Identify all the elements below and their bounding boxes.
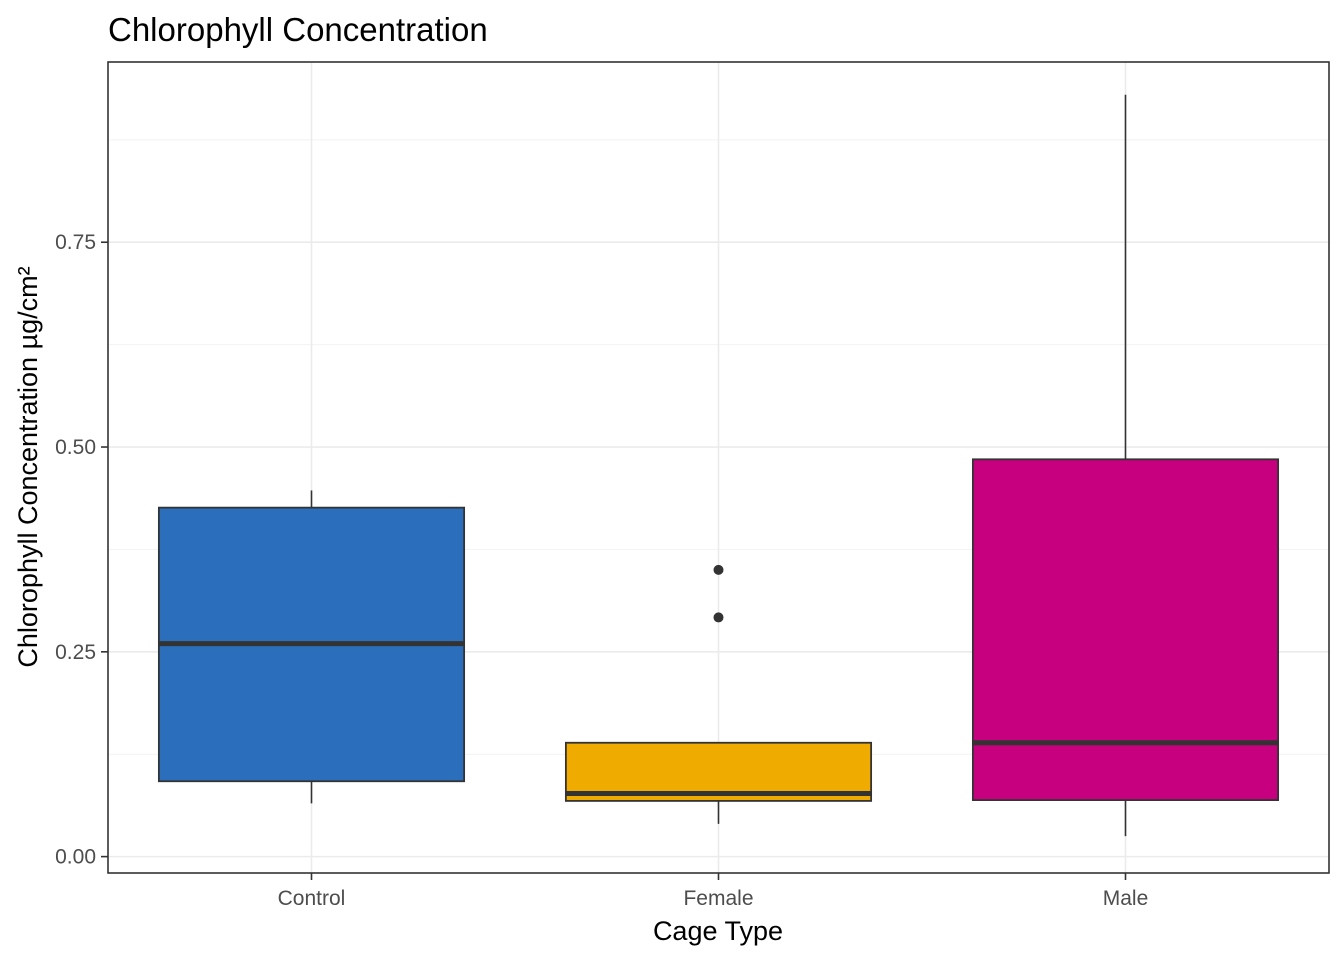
chart-title: Chlorophyll Concentration xyxy=(108,11,488,48)
box-group-male xyxy=(971,94,1280,837)
y-tick-label: 0.50 xyxy=(55,436,96,459)
box-group-female xyxy=(564,564,873,824)
box-group-control xyxy=(157,490,466,804)
y-tick-label: 0.00 xyxy=(55,846,96,869)
x-tick-label-control: Control xyxy=(278,887,346,910)
outlier-point-female xyxy=(713,564,724,575)
axis-ticks: 0.00 0.25 0.50 0.75 Control Female Male xyxy=(55,231,1148,910)
box-male xyxy=(971,458,1280,801)
y-axis-title: Chlorophyll Concentration µg/cm² xyxy=(13,266,43,667)
x-axis-title: Cage Type xyxy=(653,916,783,946)
boxplot-series xyxy=(157,94,1280,837)
y-tick-label: 0.25 xyxy=(55,641,96,664)
x-tick-label-female: Female xyxy=(683,887,753,910)
outlier-point-female xyxy=(713,612,724,623)
y-tick-label: 0.75 xyxy=(55,231,96,254)
x-tick-label-male: Male xyxy=(1103,887,1149,910)
